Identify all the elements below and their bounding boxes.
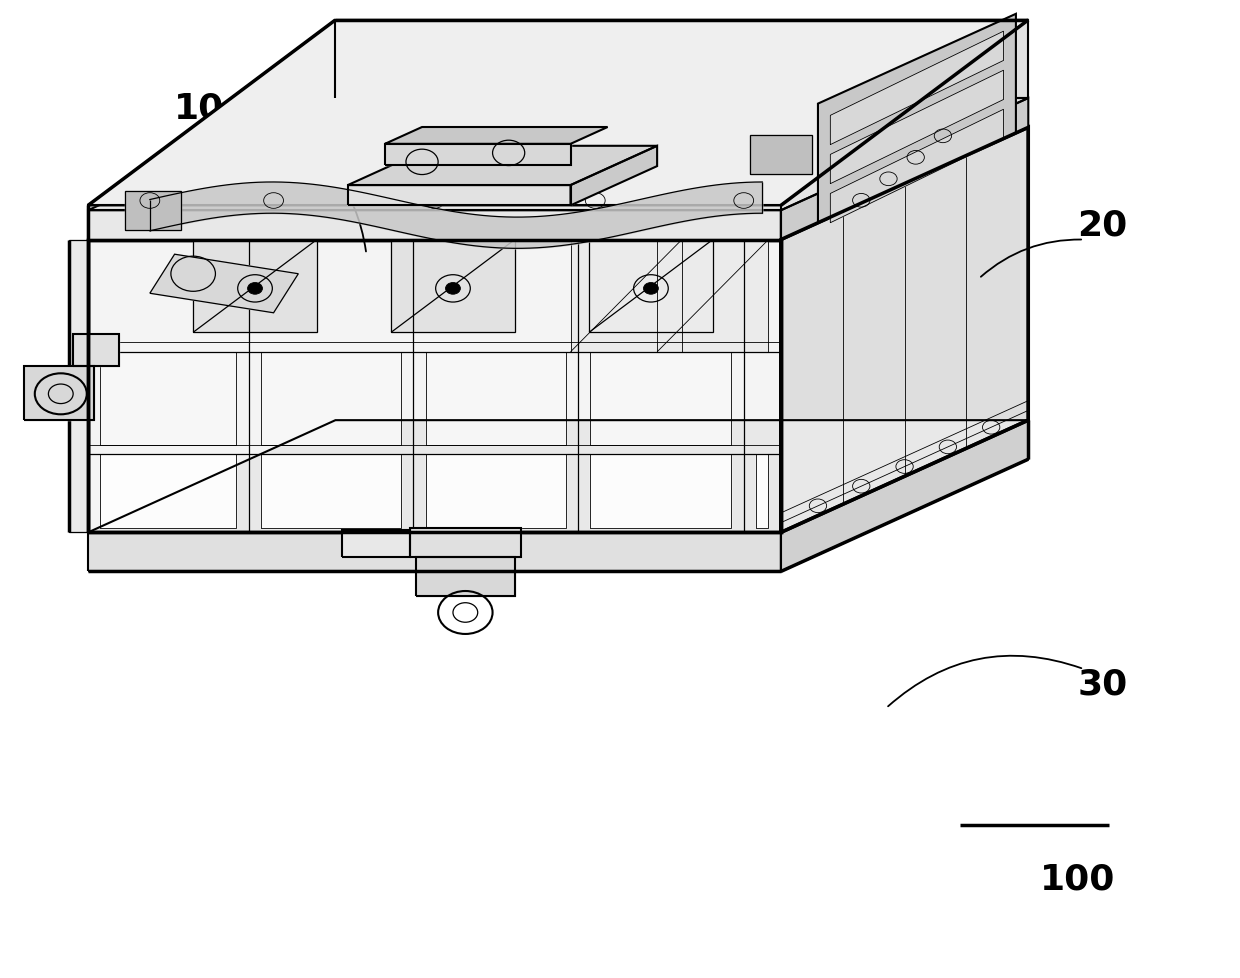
Polygon shape <box>88 421 1028 533</box>
Polygon shape <box>570 147 657 206</box>
Text: 20: 20 <box>1078 208 1127 243</box>
Polygon shape <box>425 352 565 445</box>
Polygon shape <box>24 367 94 421</box>
Text: 30: 30 <box>1078 667 1127 701</box>
Polygon shape <box>409 528 521 557</box>
Polygon shape <box>193 241 317 333</box>
Polygon shape <box>781 421 1028 572</box>
Polygon shape <box>88 533 781 572</box>
Polygon shape <box>590 455 732 528</box>
Polygon shape <box>336 21 1028 99</box>
Polygon shape <box>781 99 1028 241</box>
Polygon shape <box>384 128 608 145</box>
Polygon shape <box>657 241 769 352</box>
Polygon shape <box>88 99 1028 211</box>
Polygon shape <box>88 241 781 533</box>
Polygon shape <box>425 455 565 528</box>
Polygon shape <box>391 241 515 333</box>
Polygon shape <box>756 455 769 528</box>
Polygon shape <box>781 128 1028 533</box>
Polygon shape <box>831 71 1003 185</box>
Polygon shape <box>590 352 732 445</box>
Polygon shape <box>347 147 657 186</box>
Circle shape <box>248 284 263 295</box>
Polygon shape <box>88 206 781 241</box>
Polygon shape <box>100 352 237 445</box>
Polygon shape <box>69 241 88 533</box>
Text: 10: 10 <box>174 92 224 125</box>
Polygon shape <box>342 530 409 557</box>
Polygon shape <box>415 557 515 597</box>
Polygon shape <box>125 192 181 231</box>
Circle shape <box>445 284 460 295</box>
Circle shape <box>644 284 658 295</box>
Polygon shape <box>262 352 401 445</box>
Polygon shape <box>100 455 237 528</box>
Polygon shape <box>88 211 781 241</box>
Polygon shape <box>818 15 1016 224</box>
Polygon shape <box>750 136 812 174</box>
Polygon shape <box>589 241 713 333</box>
Polygon shape <box>831 111 1003 224</box>
Polygon shape <box>831 32 1003 146</box>
Polygon shape <box>570 241 682 352</box>
Polygon shape <box>150 255 299 314</box>
Polygon shape <box>384 145 570 166</box>
Polygon shape <box>73 334 119 367</box>
Text: 100: 100 <box>1040 863 1116 896</box>
Polygon shape <box>347 186 570 206</box>
Polygon shape <box>262 455 401 528</box>
Polygon shape <box>88 21 1028 206</box>
